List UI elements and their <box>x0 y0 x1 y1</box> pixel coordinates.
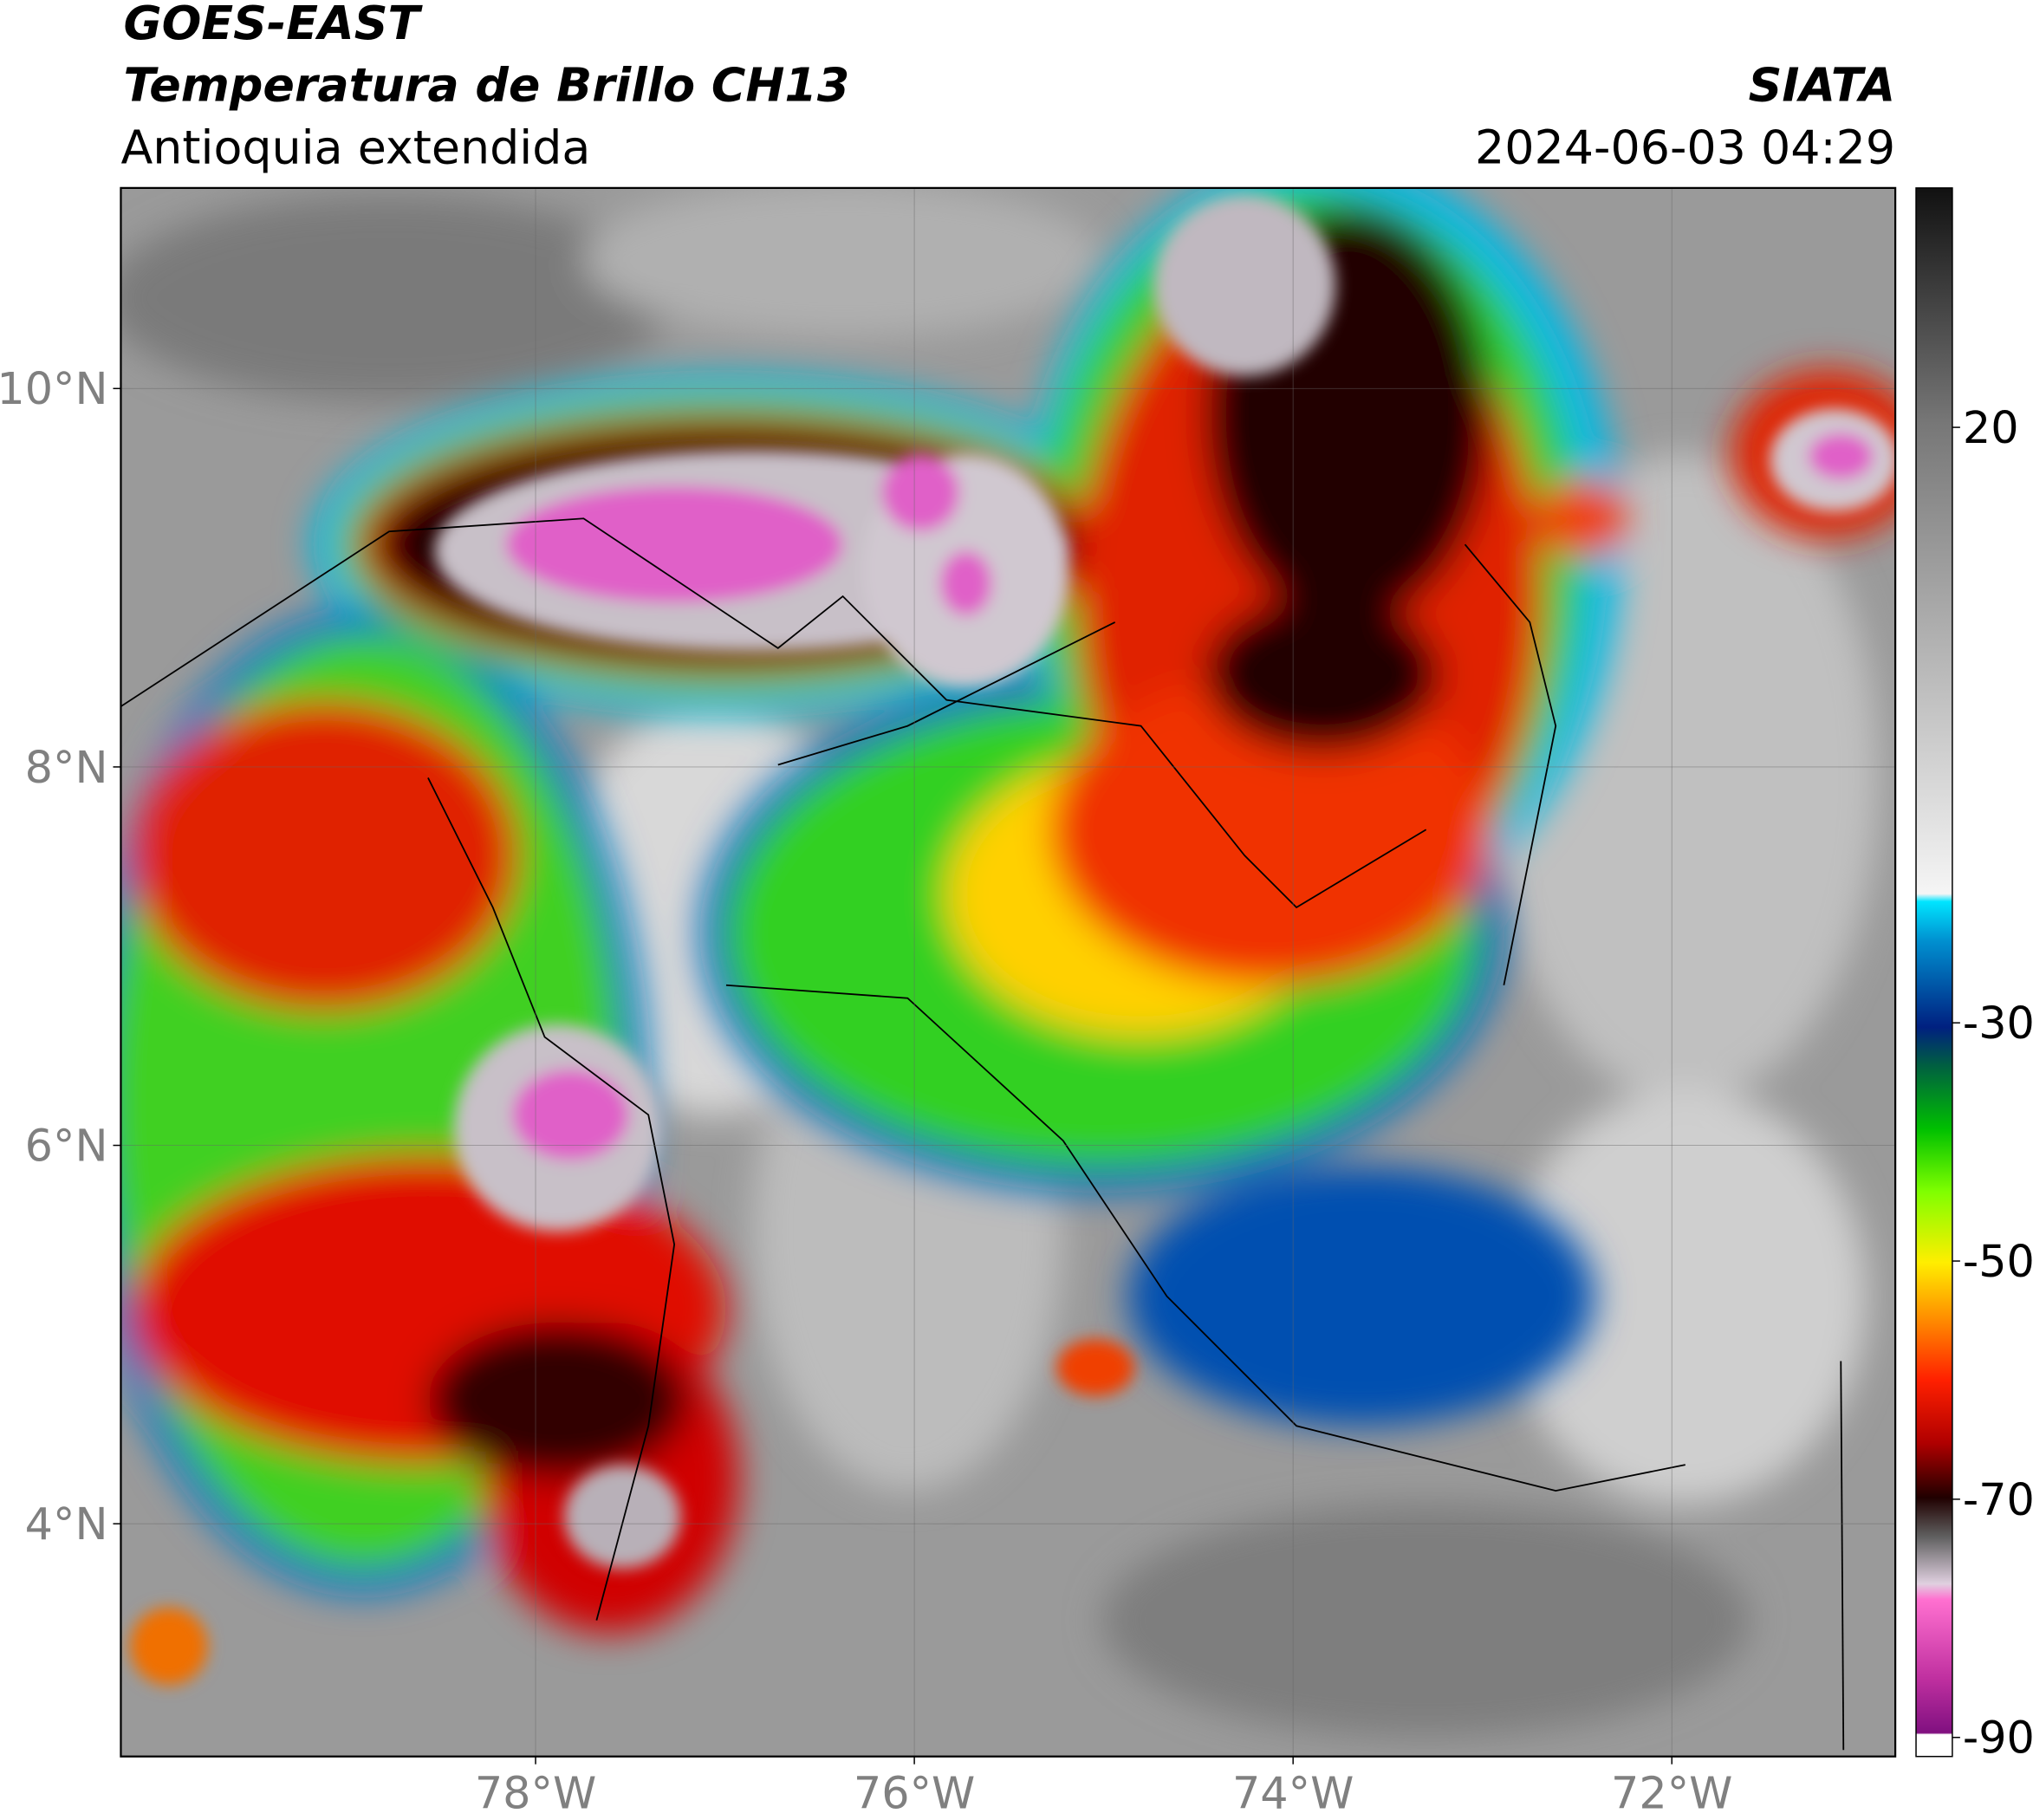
x-tick-label: 78°W <box>475 1768 596 1819</box>
region: Antioquia extendida <box>120 120 590 174</box>
x-tick-label: 74°W <box>1232 1768 1354 1819</box>
map-frame <box>120 186 1897 1758</box>
colorbar-tick-label: 20 <box>1963 402 2019 453</box>
satellite-image <box>120 187 1896 1757</box>
colorbar-tick-label: -30 <box>1963 998 2033 1049</box>
y-tick-label: 8°N <box>25 742 108 793</box>
y-tick-label: 6°N <box>25 1121 108 1172</box>
subtitle: Temperatura de Brillo CH13 <box>123 58 849 113</box>
source: SIATA <box>1749 58 1896 113</box>
y-tick-label: 10°N <box>0 363 107 414</box>
title: GOES-EAST <box>123 0 423 50</box>
colorbar-tick-label: -70 <box>1963 1474 2033 1525</box>
grid <box>120 187 1896 1757</box>
x-tick-label: 76°W <box>854 1768 975 1819</box>
colorbar-tick-label: -90 <box>1963 1713 2033 1764</box>
colorbar <box>1915 187 1953 1758</box>
datetime: 2024-06-03 04:29 <box>1475 120 1895 174</box>
borders <box>120 517 1845 1751</box>
y-tick-label: 4°N <box>25 1498 108 1550</box>
x-tick-label: 72°W <box>1611 1768 1732 1819</box>
colorbar-tick-label: -50 <box>1963 1236 2033 1287</box>
